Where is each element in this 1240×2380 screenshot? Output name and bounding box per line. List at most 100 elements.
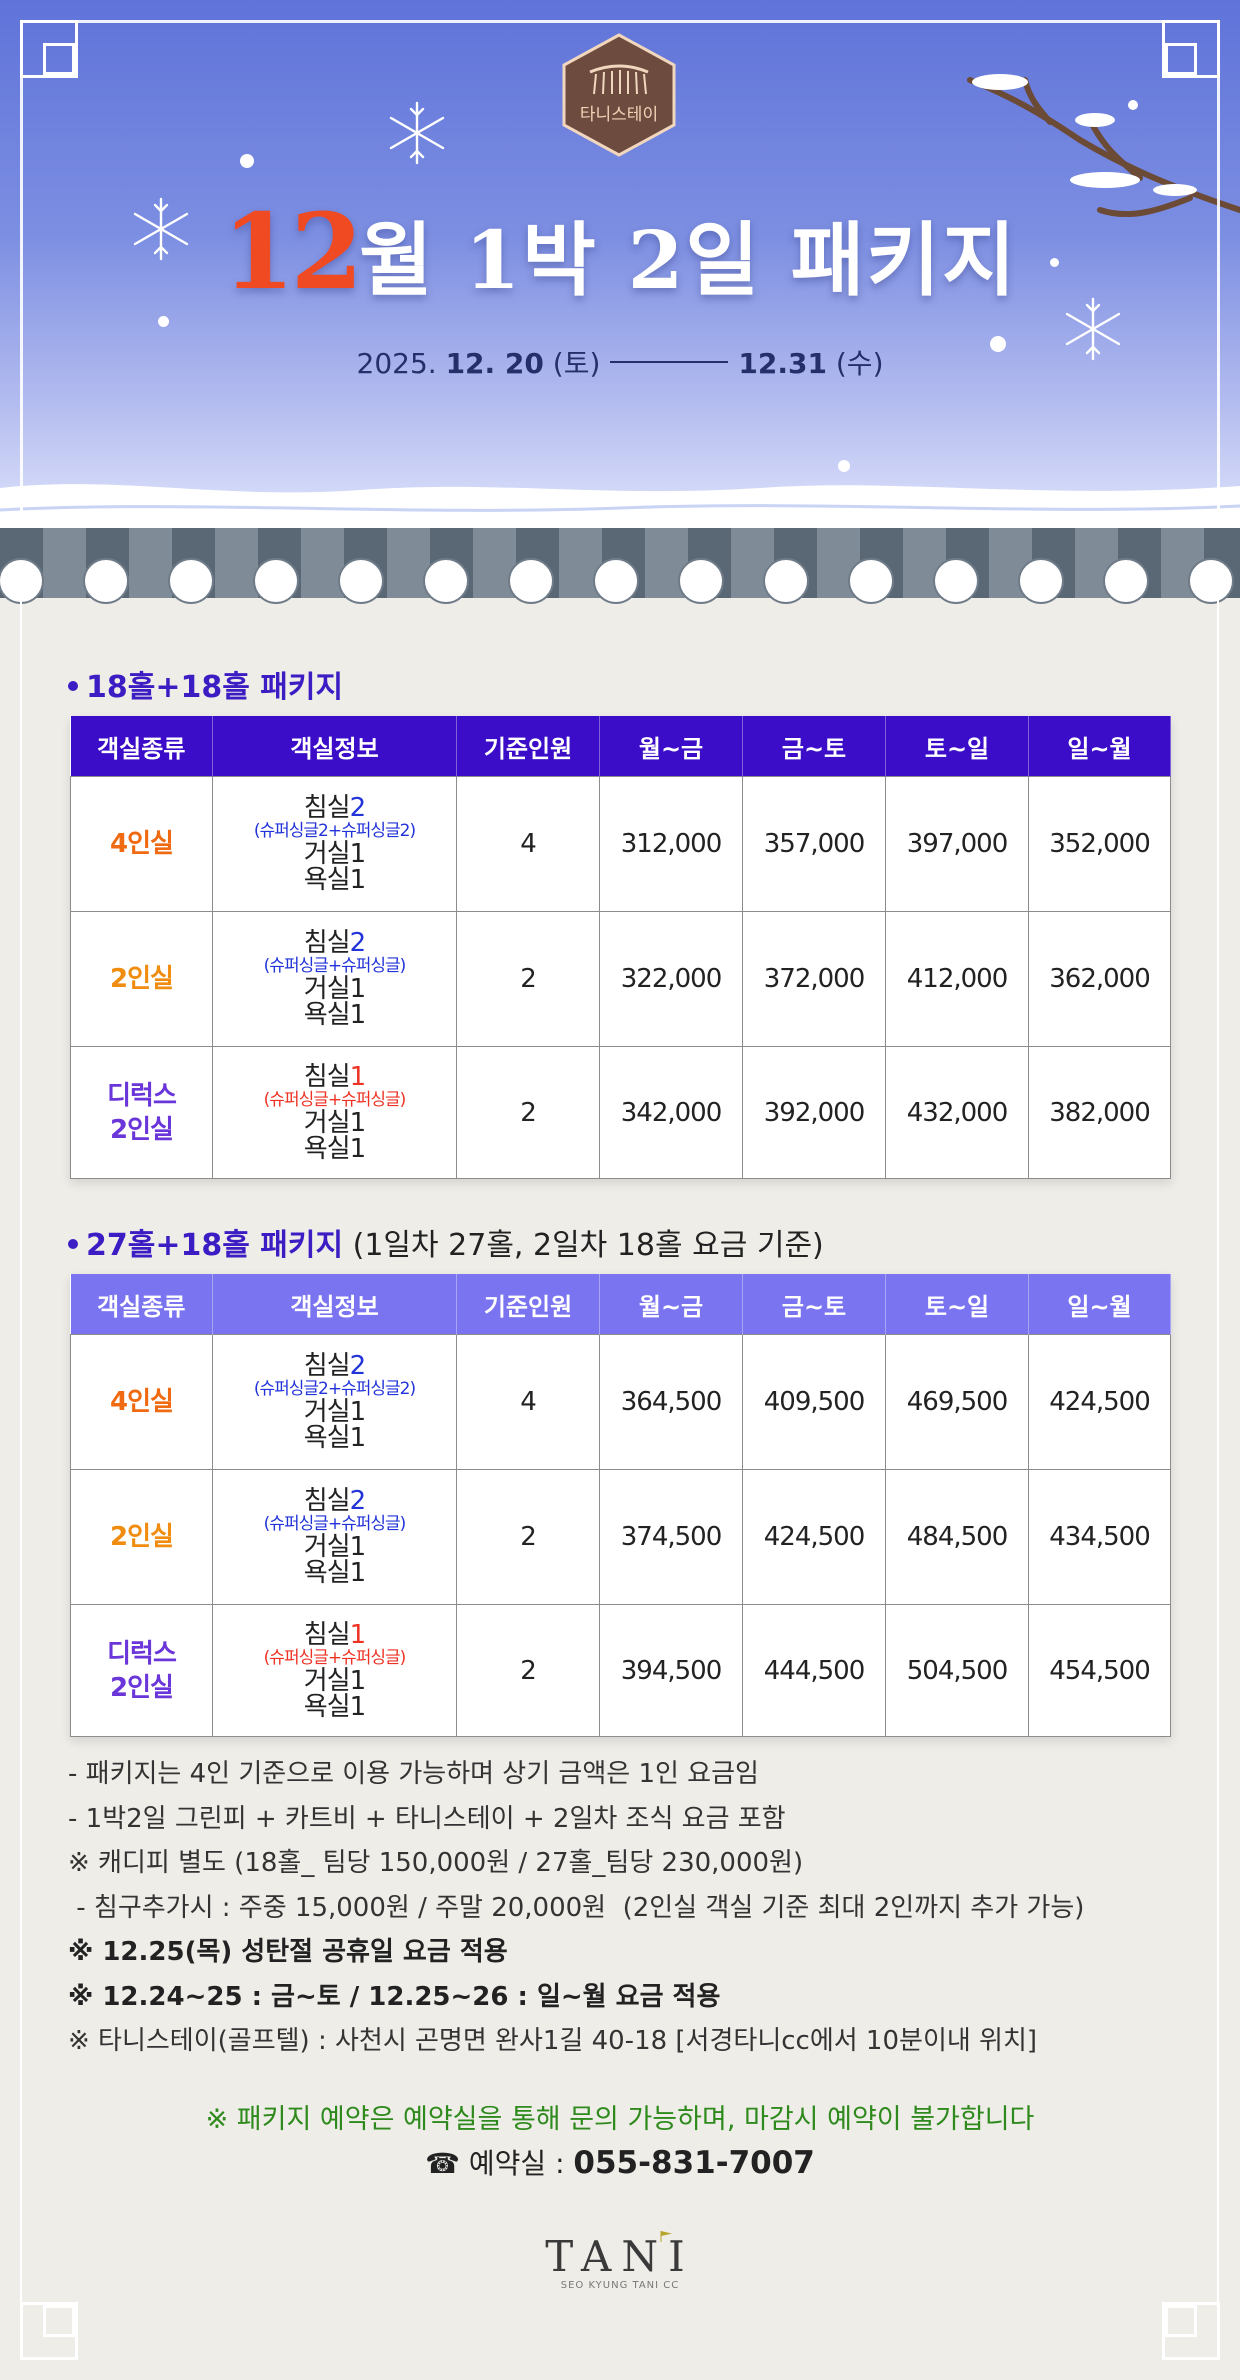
- price-cell: 504,500: [885, 1604, 1029, 1737]
- col-header-fri-sat: 금~토: [742, 716, 886, 777]
- table-row: 2인실 침실2 (슈퍼싱글+슈퍼싱글) 거실1 욕실1 2 374,500 424,5…: [70, 1469, 1171, 1605]
- col-header-mon-fri: 월~금: [599, 1274, 743, 1335]
- price-cell: 484,500: [885, 1469, 1029, 1605]
- col-header-sun-mon: 일~월: [1028, 716, 1171, 777]
- col-header-people: 기준인원: [456, 1274, 600, 1335]
- reservation-phone: ☎ 예약실 : 055-831-7007: [0, 2142, 1240, 2182]
- date-end: 12.31: [738, 347, 827, 380]
- col-header-sat-sun: 토~일: [885, 716, 1029, 777]
- snow-ground: [0, 484, 1240, 530]
- awning-scallops: [0, 558, 1240, 604]
- price-cell: 392,000: [742, 1046, 886, 1179]
- price-cell: 397,000: [885, 776, 1029, 912]
- hero-banner: 타니스테이 12월 1박 2일 패키지 2025. 12. 20 (토) 12.3…: [0, 0, 1240, 530]
- room-info: 침실2 (슈퍼싱글+슈퍼싱글) 거실1 욕실1: [212, 1469, 457, 1605]
- price-table-27-18: 객실종류 객실정보 기준인원 월~금 금~토 토~일 일~월 4인실 침실2 (슈…: [70, 1274, 1171, 1737]
- snowflake-icon: [389, 101, 445, 165]
- section-title-27-18: 27홀+18홀 패키지 (1일차 27홀, 2일차 18홀 요금 기준): [68, 1220, 824, 1264]
- price-cell: 352,000: [1028, 776, 1171, 912]
- people-count: 2: [456, 1046, 600, 1179]
- room-info: 침실2 (슈퍼싱글2+슈퍼싱글2) 거실1 욕실1: [212, 1334, 457, 1470]
- price-cell: 374,500: [599, 1469, 743, 1605]
- snowflake-icon: [1065, 297, 1121, 361]
- room-type: 4인실: [70, 1334, 213, 1470]
- date-start: 12. 20: [445, 347, 544, 380]
- price-cell: 432,000: [885, 1046, 1029, 1179]
- people-count: 2: [456, 1604, 600, 1737]
- col-header-room-info: 객실정보: [212, 716, 457, 777]
- frame-border: [1217, 600, 1219, 2340]
- price-cell: 357,000: [742, 776, 886, 912]
- date-divider: [610, 361, 729, 363]
- price-cell: 342,000: [599, 1046, 743, 1179]
- section-title-18-18: 18홀+18홀 패키지: [68, 662, 343, 706]
- frame-border: [20, 20, 1220, 530]
- people-count: 2: [456, 911, 600, 1047]
- corner-ornament: [1162, 20, 1220, 78]
- note-item: - 패키지는 4인 기준으로 이용 가능하며 상기 금액은 1인 요금임: [68, 1759, 759, 1789]
- col-header-room-type: 객실종류: [70, 1274, 213, 1335]
- frame-border: [20, 600, 22, 2340]
- room-info: 침실1 (슈퍼싱글+슈퍼싱글) 거실1 욕실1: [212, 1604, 457, 1737]
- table-row: 4인실 침실2 (슈퍼싱글2+슈퍼싱글2) 거실1 욕실1 4 364,500 409…: [70, 1334, 1171, 1470]
- people-count: 4: [456, 776, 600, 912]
- snowflake-icon: [133, 197, 189, 261]
- bullet-icon: [68, 1239, 78, 1249]
- brand-name: 타니스테이: [579, 105, 659, 125]
- reservation-notice: ※ 패키지 예약은 예약실을 통해 문의 가능하며, 마감시 예약이 불가합니다: [205, 2104, 1035, 2135]
- price-cell: 364,500: [599, 1334, 743, 1470]
- price-cell: 424,500: [1028, 1334, 1171, 1470]
- col-header-sun-mon: 일~월: [1028, 1274, 1171, 1335]
- table-row: 2인실 침실2 (슈퍼싱글+슈퍼싱글) 거실1 욕실1 2 322,000 372,0…: [70, 911, 1171, 1047]
- date-start-day: (토): [543, 347, 601, 380]
- room-info: 침실2 (슈퍼싱글2+슈퍼싱글2) 거실1 욕실1: [212, 776, 457, 912]
- col-header-room-type: 객실종류: [70, 716, 213, 777]
- table-row: 디럭스 2인실 침실1 (슈퍼싱글+슈퍼싱글) 거실1 욕실1 2 342,000 39…: [70, 1046, 1171, 1179]
- flag-icon: [660, 2231, 672, 2242]
- note-item: - 1박2일 그린피 + 카트비 + 타니스테이 + 2일차 조식 요금 포함: [68, 1803, 786, 1834]
- corner-ornament: [1162, 2302, 1220, 2360]
- snowy-branch-illustration: [967, 74, 1240, 218]
- price-cell: 469,500: [885, 1334, 1029, 1470]
- corner-ornament: [20, 20, 78, 78]
- col-header-mon-fri: 월~금: [599, 716, 743, 777]
- table-header-row: 객실종류 객실정보 기준인원 월~금 금~토 토~일 일~월: [70, 1274, 1171, 1335]
- table-header-row: 객실종류 객실정보 기준인원 월~금 금~토 토~일 일~월: [70, 716, 1171, 777]
- room-type: 디럭스 2인실: [70, 1604, 213, 1737]
- price-cell: 434,500: [1028, 1469, 1171, 1605]
- phone-label: ☎ 예약실 :: [425, 2147, 574, 2180]
- room-type: 2인실: [70, 911, 213, 1047]
- price-cell: 322,000: [599, 911, 743, 1047]
- note-item: ※ 12.25(목) 성탄절 공휴일 요금 적용: [68, 1937, 508, 1967]
- col-header-sat-sun: 토~일: [885, 1274, 1029, 1335]
- price-cell: 444,500: [742, 1604, 886, 1737]
- price-cell: 372,000: [742, 911, 886, 1047]
- tanistay-logo: [562, 33, 676, 157]
- price-cell: 394,500: [599, 1604, 743, 1737]
- date-year: 2025.: [356, 347, 446, 380]
- bullet-icon: [68, 681, 78, 691]
- price-cell: 409,500: [742, 1334, 886, 1470]
- col-header-fri-sat: 금~토: [742, 1274, 886, 1335]
- tani-logo-subtitle: SEO KYUNG TANI CC: [560, 2280, 680, 2291]
- table-row: 4인실 침실2 (슈퍼싱글2+슈퍼싱글2) 거실1 욕실1 4 312,000 357…: [70, 776, 1171, 912]
- note-item: ※ 12.24~25 : 금~토 / 12.25~26 : 일~월 요금 적용: [68, 1981, 721, 2012]
- date-range: 2025. 12. 20 (토) 12.31 (수): [0, 342, 1240, 382]
- room-info: 침실1 (슈퍼싱글+슈퍼싱글) 거실1 욕실1: [212, 1046, 457, 1179]
- title-rest: 월 1박 2일 패키지: [359, 213, 1018, 307]
- note-item: ※ 타니스테이(골프텔) : 사천시 곤명면 완사1길 40-18 [서경타니c…: [68, 2026, 1038, 2056]
- price-cell: 312,000: [599, 776, 743, 912]
- price-cell: 424,500: [742, 1469, 886, 1605]
- price-table-18-18: 객실종류 객실정보 기준인원 월~금 금~토 토~일 일~월 4인실 침실2 (슈…: [70, 716, 1171, 1179]
- note-item: - 침구추가시 : 주중 15,000원 / 주말 20,000원 (2인실 객…: [68, 1892, 1085, 1923]
- tani-logo-word: TANI: [545, 2232, 695, 2281]
- room-info: 침실2 (슈퍼싱글+슈퍼싱글) 거실1 욕실1: [212, 911, 457, 1047]
- note-item: ※ 캐디피 별도 (18홀_ 팀당 150,000원 / 27홀_팀당 230,…: [68, 1848, 804, 1878]
- phone-number[interactable]: 055-831-7007: [573, 2145, 815, 2181]
- table-row: 디럭스 2인실 침실1 (슈퍼싱글+슈퍼싱글) 거실1 욕실1 2 394,500 44…: [70, 1604, 1171, 1737]
- col-header-people: 기준인원: [456, 716, 600, 777]
- people-count: 2: [456, 1469, 600, 1605]
- date-end-day: (수): [826, 347, 884, 380]
- people-count: 4: [456, 1334, 600, 1470]
- room-type: 디럭스 2인실: [70, 1046, 213, 1179]
